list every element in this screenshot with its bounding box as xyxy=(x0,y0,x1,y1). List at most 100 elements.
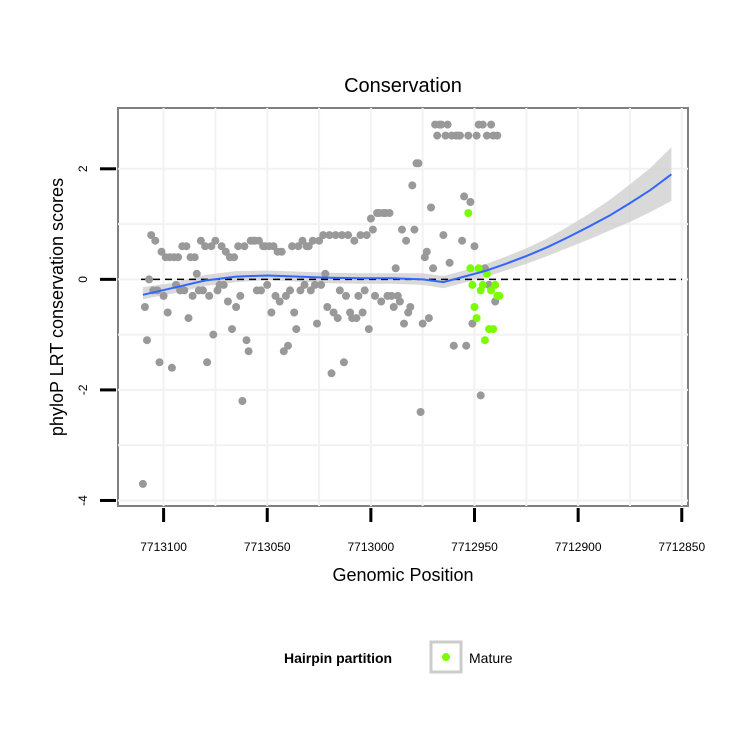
y-tick-label: -2 xyxy=(76,384,90,395)
data-point-other xyxy=(358,308,367,317)
data-point-other xyxy=(217,242,226,251)
data-point-other xyxy=(493,131,502,140)
data-point-other xyxy=(308,236,317,245)
data-point-other xyxy=(188,291,197,300)
data-point-other xyxy=(449,341,458,350)
data-point-mature xyxy=(464,209,473,217)
data-point-mature xyxy=(491,280,500,289)
data-point-other xyxy=(466,198,475,206)
data-point-mature xyxy=(495,291,504,300)
data-point-other xyxy=(147,231,156,240)
data-point-mature xyxy=(489,325,498,334)
data-point-other xyxy=(362,231,371,240)
y-axis-label: phyloP LRT conservation scores xyxy=(47,178,67,436)
data-point-other xyxy=(354,291,363,300)
data-point-other xyxy=(350,236,359,245)
chart-title: Conservation xyxy=(344,75,462,97)
data-point-other xyxy=(244,347,253,356)
data-point-other xyxy=(329,308,338,317)
data-point-other xyxy=(443,120,452,129)
data-point-other xyxy=(275,297,284,306)
data-point-other xyxy=(325,231,334,240)
data-point-other xyxy=(476,391,485,400)
data-point-other xyxy=(437,120,446,129)
data-point-other xyxy=(433,131,442,140)
data-point-other xyxy=(313,319,321,328)
data-point-other xyxy=(294,242,303,251)
data-point-other xyxy=(319,231,328,240)
data-point-other xyxy=(468,319,477,328)
data-point-other xyxy=(236,291,245,300)
x-tick-label: 7713000 xyxy=(348,540,395,554)
data-point-other xyxy=(228,325,236,334)
data-point-other xyxy=(342,291,350,300)
data-point-other xyxy=(192,269,201,278)
data-point-other xyxy=(439,231,448,240)
data-point-other xyxy=(207,242,216,251)
data-point-other xyxy=(391,264,400,273)
data-point-other xyxy=(424,314,433,323)
data-point-other xyxy=(310,280,319,289)
data-point-other xyxy=(163,308,172,317)
data-point-other xyxy=(298,236,307,245)
data-point-other xyxy=(300,280,309,289)
data-point-other xyxy=(462,341,471,350)
data-point-other xyxy=(284,341,292,350)
smooth-trend-line xyxy=(142,173,672,296)
data-point-other xyxy=(371,291,379,300)
plot-panel-background xyxy=(117,107,689,507)
x-axis: 7713100 7713050 7713000 7712950 7712900 77128… xyxy=(140,508,705,554)
data-point-other xyxy=(182,242,191,251)
data-point-other xyxy=(352,314,361,323)
data-point-other xyxy=(366,214,375,223)
data-point-other xyxy=(398,225,406,234)
data-point-other xyxy=(337,231,346,240)
data-point-other xyxy=(389,303,398,311)
data-point-other xyxy=(406,303,415,311)
data-point-other xyxy=(487,120,496,129)
data-point-other xyxy=(232,303,241,311)
data-point-mature xyxy=(470,303,479,311)
confidence-band xyxy=(142,147,672,300)
data-point-other xyxy=(211,236,220,245)
data-point-other xyxy=(196,236,205,245)
confidence-band-area xyxy=(142,147,672,300)
data-point-other xyxy=(327,369,336,378)
data-point-other xyxy=(257,286,265,295)
y-tick-label: 0 xyxy=(76,276,90,283)
data-point-other xyxy=(238,397,247,405)
data-point-other xyxy=(385,209,394,217)
data-point-other xyxy=(223,297,232,306)
data-point-other xyxy=(151,236,160,245)
y-tick-label: -4 xyxy=(76,495,90,506)
data-point-other xyxy=(339,358,348,367)
data-point-other xyxy=(360,286,369,295)
data-point-other xyxy=(429,264,438,273)
data-point-mature xyxy=(478,280,487,289)
data-point-other xyxy=(344,231,353,240)
data-point-mature xyxy=(480,336,489,345)
data-point-other xyxy=(209,330,218,339)
data-point-other xyxy=(414,159,423,168)
data-point-other xyxy=(145,275,154,284)
data-point-other xyxy=(199,286,207,295)
data-point-other xyxy=(387,291,396,300)
data-point-other xyxy=(472,131,481,140)
data-point-other xyxy=(464,131,473,140)
data-point-other xyxy=(410,225,419,234)
data-point-mature xyxy=(468,280,477,289)
data-point-other xyxy=(267,308,276,317)
data-point-other xyxy=(408,181,417,190)
data-point-other xyxy=(317,280,326,289)
data-point-other xyxy=(263,280,272,289)
x-tick-label: 7713100 xyxy=(140,540,187,554)
data-points xyxy=(138,120,504,488)
data-point-other xyxy=(460,192,469,201)
data-point-other xyxy=(321,269,330,278)
data-point-other xyxy=(356,231,365,240)
data-point-other xyxy=(427,203,435,212)
data-point-other xyxy=(470,242,479,251)
data-point-other xyxy=(203,358,212,367)
x-tick-label: 7712950 xyxy=(451,540,498,554)
data-point-other xyxy=(205,291,214,300)
